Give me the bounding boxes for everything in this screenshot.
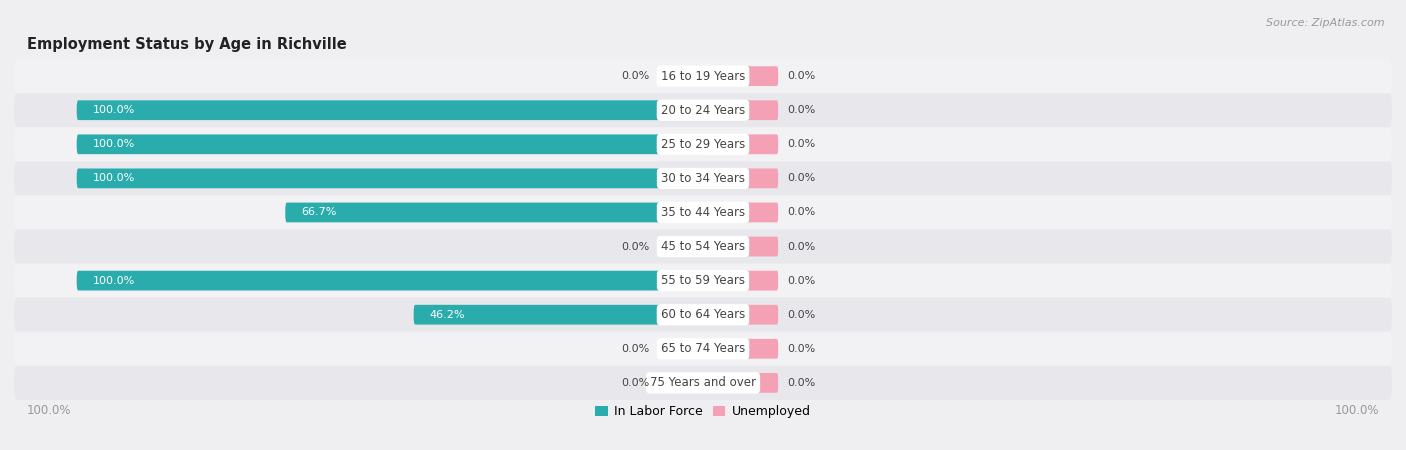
- FancyBboxPatch shape: [703, 339, 778, 359]
- Text: 20 to 24 Years: 20 to 24 Years: [661, 104, 745, 117]
- Text: 0.0%: 0.0%: [787, 71, 815, 81]
- Text: 45 to 54 Years: 45 to 54 Years: [661, 240, 745, 253]
- Text: Employment Status by Age in Richville: Employment Status by Age in Richville: [27, 36, 346, 52]
- FancyBboxPatch shape: [77, 271, 703, 291]
- Text: 100.0%: 100.0%: [93, 140, 135, 149]
- Text: 0.0%: 0.0%: [787, 378, 815, 388]
- FancyBboxPatch shape: [77, 168, 703, 188]
- Text: 100.0%: 100.0%: [1334, 404, 1379, 417]
- FancyBboxPatch shape: [14, 297, 1392, 332]
- Text: 100.0%: 100.0%: [93, 173, 135, 184]
- FancyBboxPatch shape: [703, 237, 778, 256]
- FancyBboxPatch shape: [703, 305, 778, 324]
- Text: 30 to 34 Years: 30 to 34 Years: [661, 172, 745, 185]
- FancyBboxPatch shape: [77, 135, 703, 154]
- Text: 0.0%: 0.0%: [787, 105, 815, 115]
- Text: 0.0%: 0.0%: [621, 344, 650, 354]
- Text: 65 to 74 Years: 65 to 74 Years: [661, 342, 745, 355]
- FancyBboxPatch shape: [14, 59, 1392, 93]
- FancyBboxPatch shape: [703, 373, 778, 393]
- FancyBboxPatch shape: [659, 237, 703, 256]
- Text: 100.0%: 100.0%: [93, 105, 135, 115]
- FancyBboxPatch shape: [659, 373, 703, 393]
- Text: 0.0%: 0.0%: [787, 344, 815, 354]
- Text: 25 to 29 Years: 25 to 29 Years: [661, 138, 745, 151]
- Text: 0.0%: 0.0%: [787, 275, 815, 286]
- Text: 100.0%: 100.0%: [93, 275, 135, 286]
- Text: 75 Years and over: 75 Years and over: [650, 376, 756, 389]
- FancyBboxPatch shape: [413, 305, 703, 324]
- FancyBboxPatch shape: [703, 168, 778, 188]
- Text: 100.0%: 100.0%: [27, 404, 72, 417]
- FancyBboxPatch shape: [703, 100, 778, 120]
- Text: 0.0%: 0.0%: [621, 378, 650, 388]
- FancyBboxPatch shape: [77, 100, 703, 120]
- FancyBboxPatch shape: [659, 66, 703, 86]
- FancyBboxPatch shape: [703, 135, 778, 154]
- Text: 55 to 59 Years: 55 to 59 Years: [661, 274, 745, 287]
- FancyBboxPatch shape: [659, 339, 703, 359]
- Legend: In Labor Force, Unemployed: In Labor Force, Unemployed: [591, 400, 815, 423]
- FancyBboxPatch shape: [14, 162, 1392, 195]
- FancyBboxPatch shape: [14, 230, 1392, 264]
- Text: 46.2%: 46.2%: [429, 310, 465, 320]
- Text: 66.7%: 66.7%: [301, 207, 336, 217]
- Text: 0.0%: 0.0%: [787, 173, 815, 184]
- Text: Source: ZipAtlas.com: Source: ZipAtlas.com: [1267, 18, 1385, 28]
- Text: 0.0%: 0.0%: [787, 310, 815, 320]
- FancyBboxPatch shape: [285, 202, 703, 222]
- FancyBboxPatch shape: [14, 127, 1392, 162]
- FancyBboxPatch shape: [14, 264, 1392, 297]
- Text: 0.0%: 0.0%: [787, 242, 815, 252]
- FancyBboxPatch shape: [14, 366, 1392, 400]
- Text: 0.0%: 0.0%: [621, 242, 650, 252]
- FancyBboxPatch shape: [703, 202, 778, 222]
- Text: 16 to 19 Years: 16 to 19 Years: [661, 70, 745, 83]
- Text: 0.0%: 0.0%: [787, 140, 815, 149]
- FancyBboxPatch shape: [14, 93, 1392, 127]
- FancyBboxPatch shape: [14, 332, 1392, 366]
- FancyBboxPatch shape: [703, 271, 778, 291]
- Text: 60 to 64 Years: 60 to 64 Years: [661, 308, 745, 321]
- FancyBboxPatch shape: [14, 195, 1392, 230]
- Text: 0.0%: 0.0%: [621, 71, 650, 81]
- Text: 35 to 44 Years: 35 to 44 Years: [661, 206, 745, 219]
- FancyBboxPatch shape: [703, 66, 778, 86]
- Text: 0.0%: 0.0%: [787, 207, 815, 217]
